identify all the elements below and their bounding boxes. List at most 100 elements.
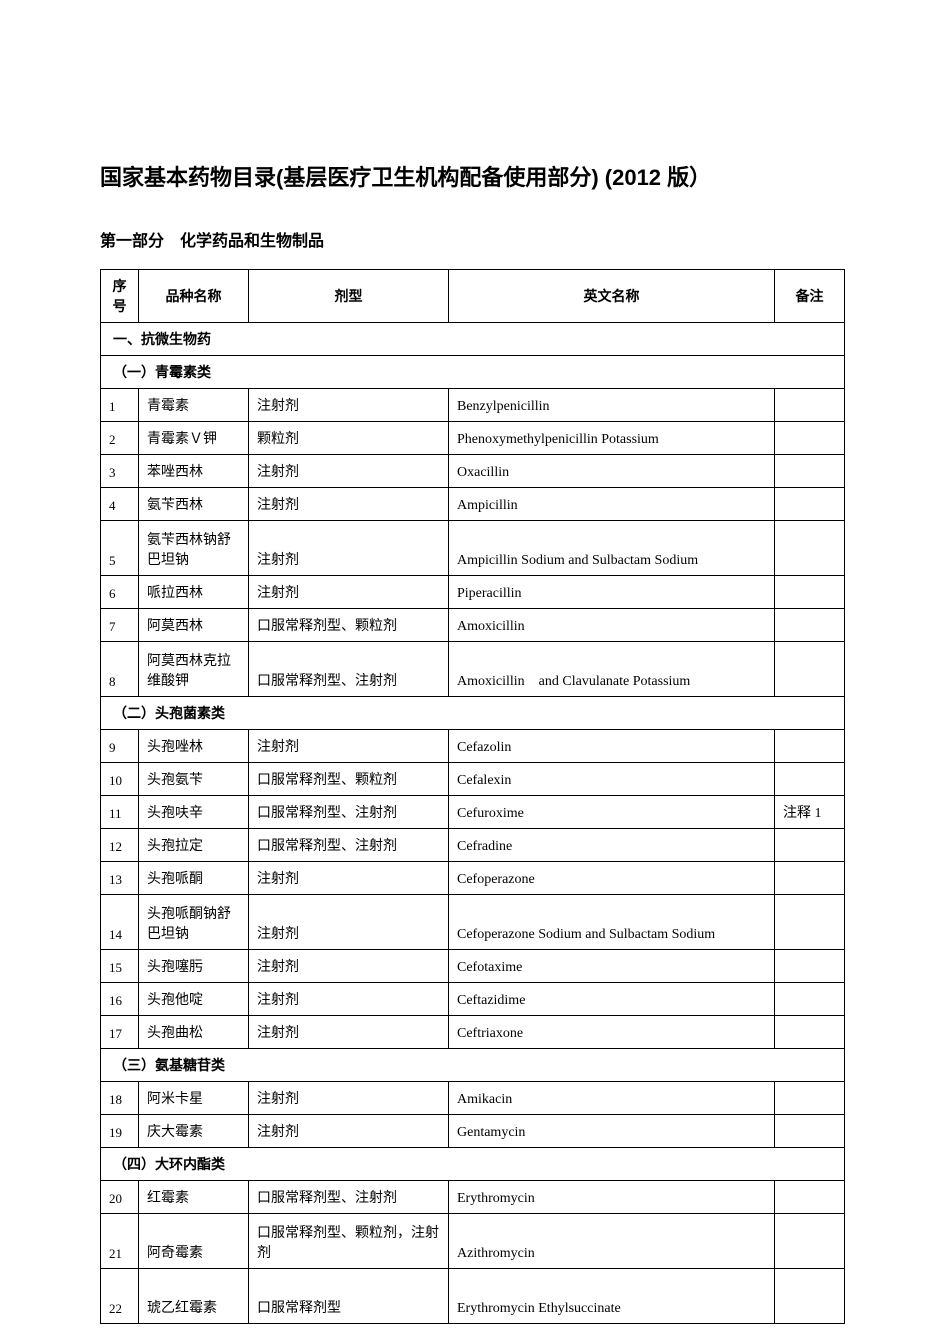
cell-english: Erythromycin xyxy=(449,1181,775,1214)
cell-english: Oxacillin xyxy=(449,455,775,488)
cell-note xyxy=(775,895,845,950)
cell-name: 头孢噻肟 xyxy=(139,950,249,983)
cell-note xyxy=(775,642,845,697)
cell-note xyxy=(775,1269,845,1324)
cell-seq: 3 xyxy=(101,455,139,488)
cell-english: Amikacin xyxy=(449,1082,775,1115)
table-row: 3苯唑西林注射剂Oxacillin xyxy=(101,455,845,488)
table-row: 12头孢拉定口服常释剂型、注射剂Cefradine xyxy=(101,829,845,862)
cell-seq: 16 xyxy=(101,983,139,1016)
cell-form: 注射剂 xyxy=(249,576,449,609)
table-row: 21阿奇霉素口服常释剂型、颗粒剂，注射剂Azithromycin xyxy=(101,1214,845,1269)
cell-english: Cefuroxime xyxy=(449,796,775,829)
table-row: 1青霉素注射剂Benzylpenicillin xyxy=(101,389,845,422)
subsection-row: （二）头孢菌素类 xyxy=(101,697,845,730)
cell-seq: 11 xyxy=(101,796,139,829)
cell-note: 注释 1 xyxy=(775,796,845,829)
cell-name: 头孢哌酮 xyxy=(139,862,249,895)
cell-name: 氨苄西林 xyxy=(139,488,249,521)
cell-english: Ceftriaxone xyxy=(449,1016,775,1049)
table-row: 10头孢氨苄口服常释剂型、颗粒剂Cefalexin xyxy=(101,763,845,796)
table-row: 19庆大霉素注射剂Gentamycin xyxy=(101,1115,845,1148)
cell-form: 注射剂 xyxy=(249,730,449,763)
cell-seq: 7 xyxy=(101,609,139,642)
section-row: 一、抗微生物药 xyxy=(101,323,845,356)
cell-form: 注射剂 xyxy=(249,488,449,521)
cell-form: 口服常释剂型、注射剂 xyxy=(249,1181,449,1214)
cell-form: 注射剂 xyxy=(249,895,449,950)
table-row: 13头孢哌酮注射剂Cefoperazone xyxy=(101,862,845,895)
cell-note xyxy=(775,862,845,895)
cell-name: 青霉素Ｖ钾 xyxy=(139,422,249,455)
table-row: 16头孢他啶注射剂Ceftazidime xyxy=(101,983,845,1016)
cell-name: 红霉素 xyxy=(139,1181,249,1214)
cell-name: 头孢呋辛 xyxy=(139,796,249,829)
subsection-label: （二）头孢菌素类 xyxy=(101,697,845,730)
table-row: 2青霉素Ｖ钾颗粒剂Phenoxymethylpenicillin Potassi… xyxy=(101,422,845,455)
cell-form: 注射剂 xyxy=(249,521,449,576)
cell-seq: 8 xyxy=(101,642,139,697)
cell-seq: 19 xyxy=(101,1115,139,1148)
cell-name: 头孢他啶 xyxy=(139,983,249,1016)
cell-note xyxy=(775,730,845,763)
cell-name: 青霉素 xyxy=(139,389,249,422)
cell-seq: 21 xyxy=(101,1214,139,1269)
cell-note xyxy=(775,1115,845,1148)
table-row: 18阿米卡星注射剂Amikacin xyxy=(101,1082,845,1115)
cell-english: Cefradine xyxy=(449,829,775,862)
table-row: 8阿莫西林克拉维酸钾口服常释剂型、注射剂Amoxicillin and Clav… xyxy=(101,642,845,697)
cell-form: 注射剂 xyxy=(249,1016,449,1049)
cell-form: 口服常释剂型 xyxy=(249,1269,449,1324)
subsection-label: （一）青霉素类 xyxy=(101,356,845,389)
cell-note xyxy=(775,609,845,642)
cell-form: 口服常释剂型、颗粒剂 xyxy=(249,609,449,642)
cell-name: 头孢唑林 xyxy=(139,730,249,763)
cell-note xyxy=(775,521,845,576)
table-row: 4氨苄西林注射剂Ampicillin xyxy=(101,488,845,521)
cell-form: 口服常释剂型、注射剂 xyxy=(249,642,449,697)
cell-name: 头孢曲松 xyxy=(139,1016,249,1049)
cell-form: 注射剂 xyxy=(249,1115,449,1148)
subsection-label: （三）氨基糖苷类 xyxy=(101,1049,845,1082)
table-row: 7阿莫西林口服常释剂型、颗粒剂Amoxicillin xyxy=(101,609,845,642)
cell-name: 氨苄西林钠舒巴坦钠 xyxy=(139,521,249,576)
cell-note xyxy=(775,950,845,983)
cell-name: 头孢拉定 xyxy=(139,829,249,862)
cell-note xyxy=(775,1214,845,1269)
cell-english: Ceftazidime xyxy=(449,983,775,1016)
document-title: 国家基本药物目录(基层医疗卫生机构配备使用部分) (2012 版） xyxy=(100,160,845,192)
cell-english: Cefalexin xyxy=(449,763,775,796)
header-note: 备注 xyxy=(775,270,845,323)
cell-english: Phenoxymethylpenicillin Potassium xyxy=(449,422,775,455)
cell-seq: 4 xyxy=(101,488,139,521)
cell-name: 琥乙红霉素 xyxy=(139,1269,249,1324)
cell-seq: 13 xyxy=(101,862,139,895)
table-row: 6哌拉西林注射剂Piperacillin xyxy=(101,576,845,609)
cell-note xyxy=(775,1016,845,1049)
section-label: 一、抗微生物药 xyxy=(101,323,845,356)
header-row: 序号 品种名称 剂型 英文名称 备注 xyxy=(101,270,845,323)
cell-seq: 12 xyxy=(101,829,139,862)
cell-note xyxy=(775,488,845,521)
cell-form: 口服常释剂型、注射剂 xyxy=(249,829,449,862)
cell-name: 头孢氨苄 xyxy=(139,763,249,796)
header-seq: 序号 xyxy=(101,270,139,323)
cell-form: 注射剂 xyxy=(249,950,449,983)
cell-name: 阿奇霉素 xyxy=(139,1214,249,1269)
table-row: 5氨苄西林钠舒巴坦钠注射剂Ampicillin Sodium and Sulba… xyxy=(101,521,845,576)
cell-english: Azithromycin xyxy=(449,1214,775,1269)
cell-seq: 6 xyxy=(101,576,139,609)
table-row: 17头孢曲松注射剂Ceftriaxone xyxy=(101,1016,845,1049)
cell-english: Ampicillin Sodium and Sulbactam Sodium xyxy=(449,521,775,576)
cell-name: 哌拉西林 xyxy=(139,576,249,609)
cell-note xyxy=(775,455,845,488)
cell-seq: 15 xyxy=(101,950,139,983)
cell-note xyxy=(775,829,845,862)
cell-note xyxy=(775,763,845,796)
drug-table: 序号 品种名称 剂型 英文名称 备注 一、抗微生物药 （一）青霉素类 1青霉素注… xyxy=(100,269,845,1324)
cell-name: 阿莫西林 xyxy=(139,609,249,642)
cell-english: Cefazolin xyxy=(449,730,775,763)
subsection-row: （一）青霉素类 xyxy=(101,356,845,389)
cell-note xyxy=(775,1082,845,1115)
cell-seq: 14 xyxy=(101,895,139,950)
